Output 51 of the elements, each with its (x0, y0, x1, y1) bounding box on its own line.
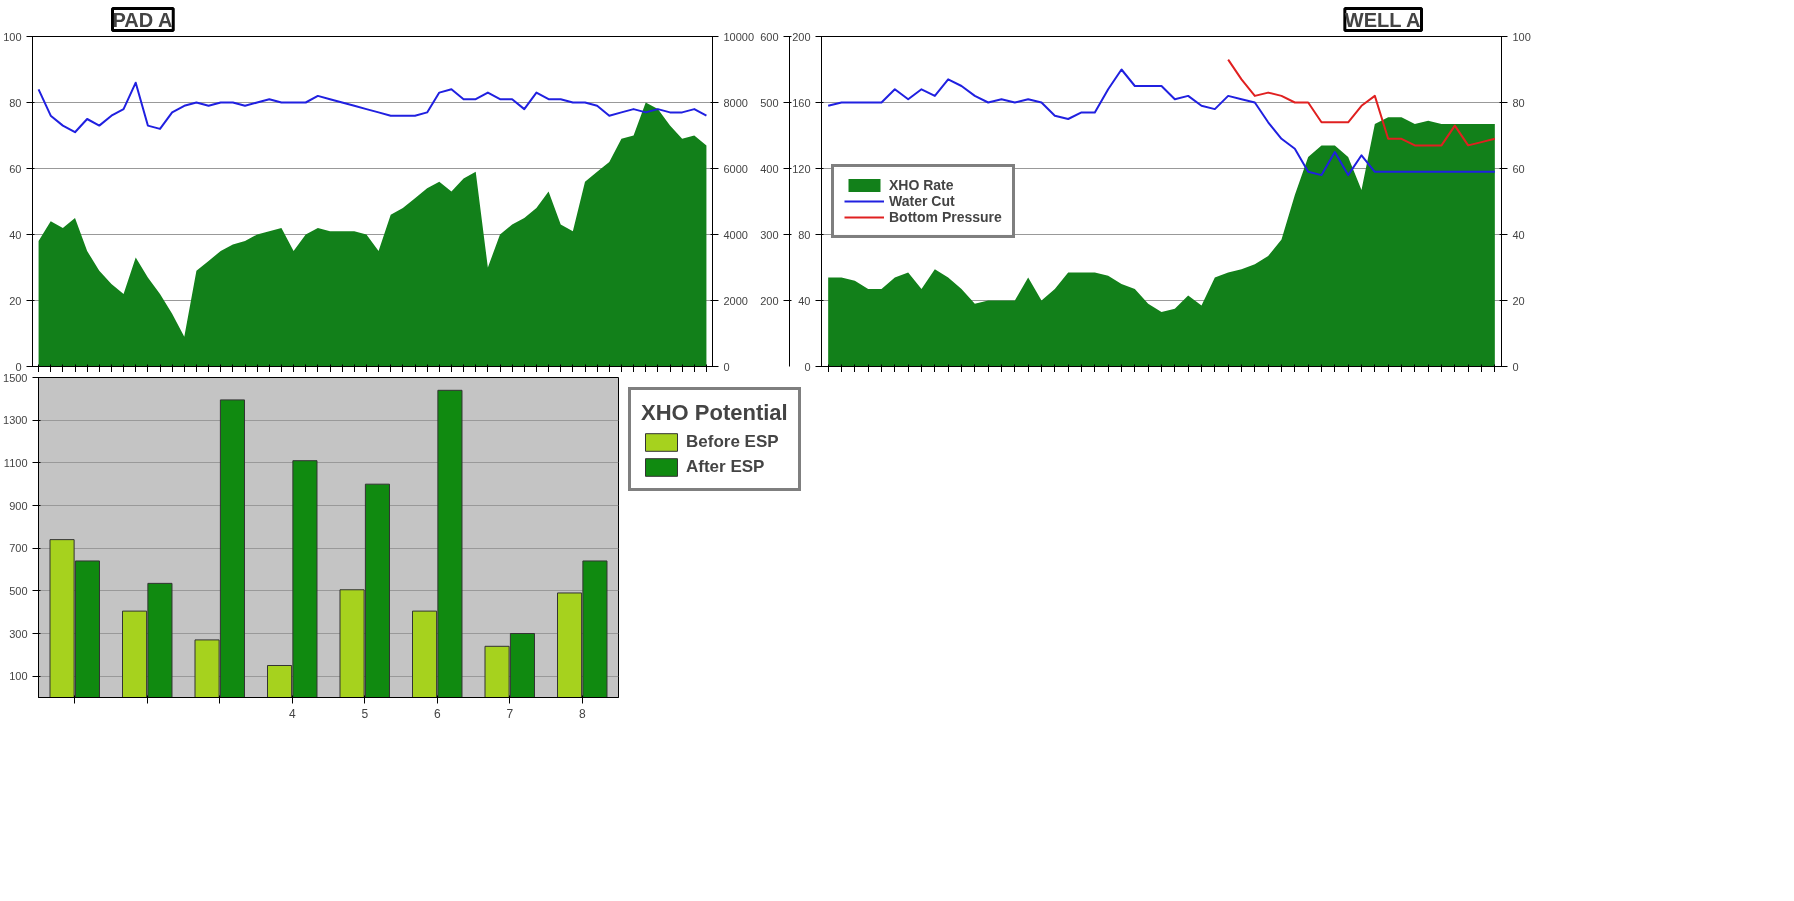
y2-tick-label: 0 (1512, 360, 1519, 373)
y2-tick-label: 20 (1512, 294, 1525, 307)
x-tick-label: 7 (506, 706, 514, 721)
y2-tick-label: 8000 (723, 96, 748, 109)
legend-label: After ESP (686, 457, 765, 477)
y-tick-label: 20 (9, 294, 22, 307)
line-series (827, 68, 1496, 177)
y-tick-label: 1300 (3, 414, 28, 427)
y2-tick-label: 80 (1512, 96, 1525, 109)
x-tick-label: 8 (578, 706, 586, 721)
legend-label: Water Cut (889, 193, 955, 209)
legend-label: XHO Rate (889, 177, 954, 193)
legend-label: Bottom Pressure (889, 209, 1002, 225)
y-tick-label: 80 (9, 96, 22, 109)
y3-tick-label: 300 (760, 228, 779, 241)
y-tick-label: 300 (9, 627, 28, 640)
y3-tick-label: 600 (760, 30, 779, 43)
y2-tick-label: 6000 (723, 162, 748, 175)
y-tick-label: 0 (15, 360, 22, 373)
y-tick-label: 700 (9, 542, 28, 555)
y-tick-label: 100 (3, 30, 22, 43)
y-tick-label: 500 (9, 584, 28, 597)
y2-tick-label: 40 (1512, 228, 1525, 241)
y3-tick-label: 200 (760, 294, 779, 307)
y-tick-label: 40 (9, 228, 22, 241)
y-tick-label: 1500 (3, 371, 28, 384)
x-tick-label: 4 (288, 706, 296, 721)
line-series (37, 81, 708, 134)
y-tick-label: 120 (792, 162, 811, 175)
y2-tick-label: 4000 (723, 228, 748, 241)
y3-tick-label: 500 (760, 96, 779, 109)
y2-tick-label: 100 (1512, 30, 1531, 43)
y-tick-label: 160 (792, 96, 811, 109)
y-tick-label: 0 (804, 360, 811, 373)
y-tick-label: 200 (792, 30, 811, 43)
y-tick-label: 900 (9, 499, 28, 512)
y2-tick-label: 0 (723, 360, 730, 373)
legend-label: Before ESP (686, 432, 779, 452)
y2-tick-label: 2000 (723, 294, 748, 307)
y2-tick-label: 60 (1512, 162, 1525, 175)
line-series (1227, 58, 1496, 147)
y-tick-label: 60 (9, 162, 22, 175)
y2-tick-label: 10000 (723, 30, 755, 43)
y-tick-label: 80 (798, 228, 811, 241)
y-tick-label: 1100 (3, 456, 28, 469)
y3-tick-label: 400 (760, 162, 779, 175)
x-tick-label: 6 (433, 706, 441, 721)
y-tick-label: 40 (798, 294, 811, 307)
legend-title: XHO Potential (641, 400, 788, 426)
x-tick-label: 5 (361, 706, 369, 721)
y-tick-label: 100 (9, 670, 28, 683)
